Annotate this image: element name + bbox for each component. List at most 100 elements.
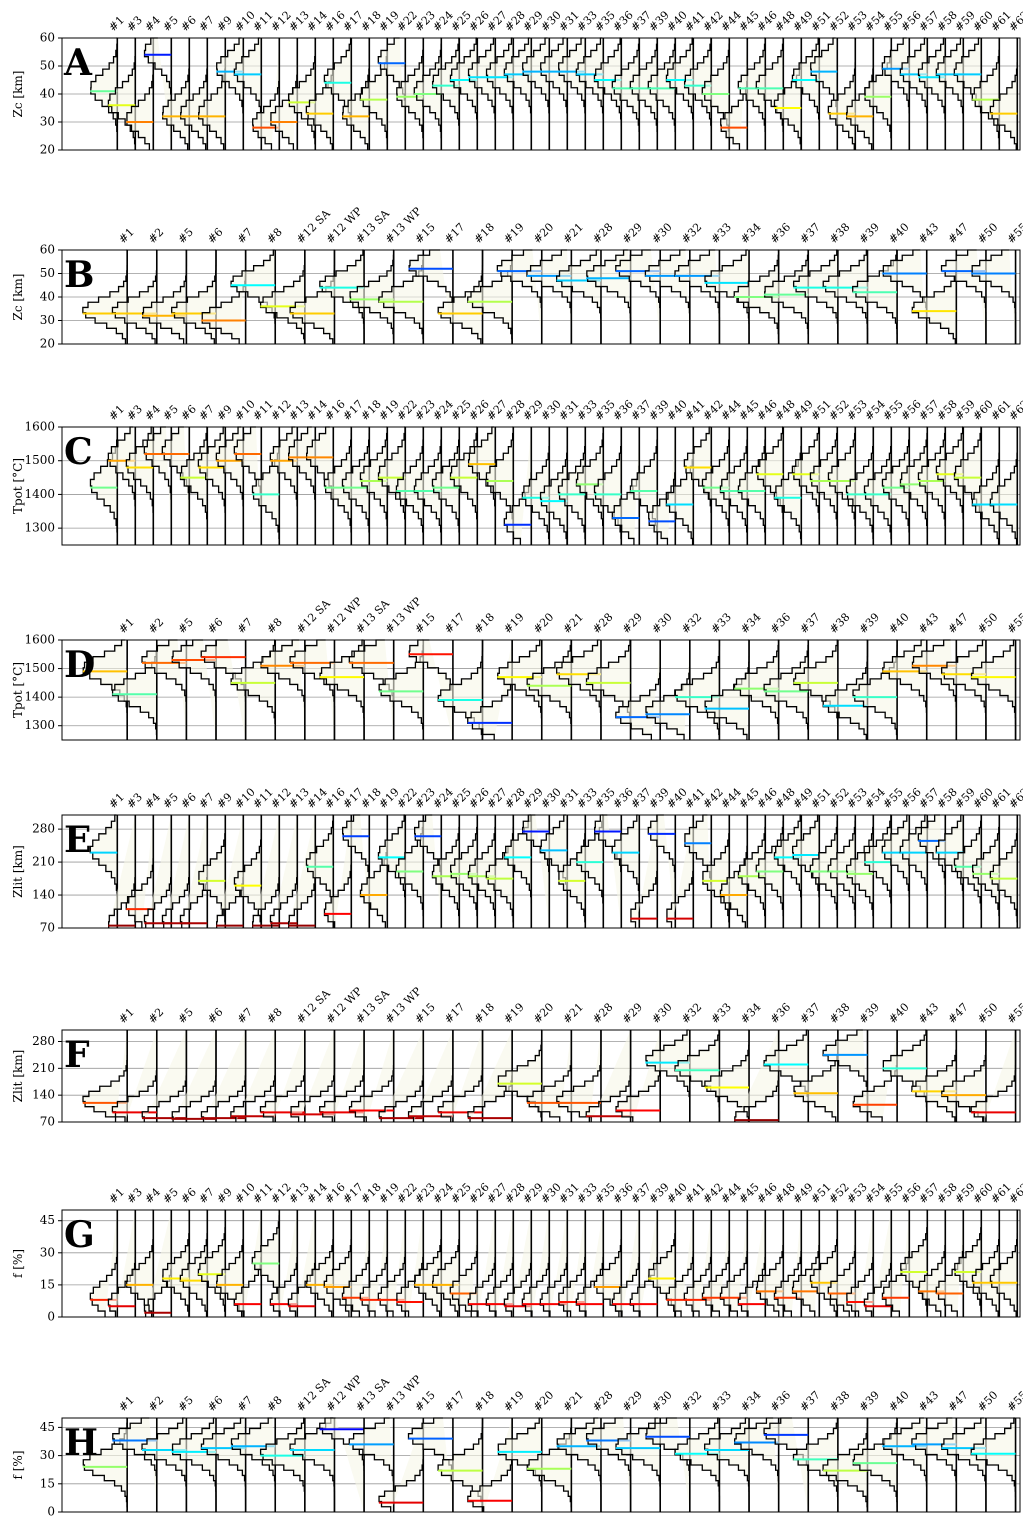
column-label: #4 <box>142 402 163 423</box>
histogram <box>764 249 809 344</box>
column-label: #4 <box>142 1185 163 1206</box>
column-label: #6 <box>205 225 226 246</box>
column-label: #38 <box>827 1001 853 1027</box>
column-label: #33 <box>708 1001 734 1027</box>
column-label: #28 <box>590 1389 616 1415</box>
histogram <box>954 1209 982 1317</box>
y-axis-label: Zlit [km] <box>11 845 25 898</box>
column-label: #32 <box>679 1001 705 1027</box>
column-label: #17 <box>442 1389 468 1415</box>
histogram <box>647 37 676 150</box>
y-tick-label: 50 <box>40 266 55 280</box>
column-label: #20 <box>531 1389 557 1415</box>
panel-letter: E <box>64 819 91 861</box>
column-label: #6 <box>178 402 199 423</box>
column-label: #43 <box>916 221 942 247</box>
column-label: #28 <box>590 611 616 637</box>
y-axis-label: Zc [km] <box>11 71 25 118</box>
column-label: #5 <box>175 225 196 246</box>
panel-letter: H <box>64 1422 98 1464</box>
column-label: #28 <box>590 221 616 247</box>
histogram <box>230 639 276 740</box>
histogram <box>359 815 388 928</box>
column-label: #50 <box>975 1001 1001 1027</box>
plot-frame <box>61 1417 1021 1513</box>
column-label: #1 <box>106 402 127 423</box>
column-label: #1 <box>106 13 127 34</box>
column-label: #1 <box>116 225 137 246</box>
y-axis-label: Tpot [°C] <box>11 662 25 718</box>
column-label: #36 <box>768 611 794 637</box>
column-label: #55 <box>1004 1001 1023 1027</box>
y-tick-label: 1500 <box>24 453 55 467</box>
plot-frame <box>61 639 1021 741</box>
column-label: #1 <box>106 1185 127 1206</box>
column-label: #5 <box>160 1185 181 1206</box>
column-label: #43 <box>916 1001 942 1027</box>
column-label: #3 <box>124 1185 145 1206</box>
column-label: #47 <box>945 1001 971 1027</box>
column-label: #6 <box>205 1393 226 1414</box>
histogram <box>864 814 892 928</box>
histogram <box>485 814 514 928</box>
y-tick-label: 50 <box>40 59 55 73</box>
column-label: #21 <box>560 611 586 637</box>
column-label: #2 <box>146 225 167 246</box>
plot-frame <box>61 1209 1021 1318</box>
column-label: #47 <box>945 1389 971 1415</box>
panel-letter: G <box>64 1214 95 1256</box>
column-label: #62 <box>1006 398 1023 424</box>
column-label: #15 <box>412 1001 438 1027</box>
histogram <box>107 37 136 150</box>
column-label: #20 <box>531 1001 557 1027</box>
y-axis-label: f [%] <box>11 1249 25 1278</box>
column-label: #39 <box>856 221 882 247</box>
y-tick-label: 40 <box>40 87 55 101</box>
y-tick-label: 60 <box>40 243 55 257</box>
column-label: #1 <box>106 790 127 811</box>
column-label: #3 <box>124 790 145 811</box>
histogram <box>431 37 460 150</box>
y-tick-label: 60 <box>40 31 55 45</box>
y-tick-label: 1300 <box>24 718 55 732</box>
plot-frame <box>61 426 1021 546</box>
column-label: #7 <box>235 1005 256 1026</box>
column-label: #7 <box>196 790 217 811</box>
histogram <box>763 639 809 740</box>
y-tick-label: 280 <box>32 1034 55 1048</box>
histogram <box>733 639 780 740</box>
plot-frame <box>61 814 1021 929</box>
column-label: #38 <box>827 1389 853 1415</box>
column-label: #7 <box>235 1393 256 1414</box>
column-label: #32 <box>679 611 705 637</box>
histogram <box>900 1209 928 1317</box>
y-tick-label: 0 <box>47 1310 55 1324</box>
column-label: #32 <box>679 221 705 247</box>
column-label: #47 <box>945 611 971 637</box>
column-label: #43 <box>916 611 942 637</box>
y-axis-label: f [%] <box>11 1450 25 1479</box>
column-label: #39 <box>856 1001 882 1027</box>
column-label: #55 <box>1004 221 1023 247</box>
histogram <box>773 37 802 150</box>
column-label: #18 <box>471 1389 497 1415</box>
column-label: #21 <box>560 1389 586 1415</box>
column-label: #4 <box>142 13 163 34</box>
histogram <box>289 639 336 740</box>
y-tick-label: 30 <box>40 313 55 327</box>
column-label: #5 <box>160 402 181 423</box>
column-label: #7 <box>196 402 217 423</box>
column-label: #18 <box>471 221 497 247</box>
column-label: #43 <box>916 1389 942 1415</box>
panel-letter: A <box>63 42 93 84</box>
column-label: #33 <box>708 221 734 247</box>
column-label: #34 <box>738 1001 764 1027</box>
y-axis-label: Zlit [km] <box>11 1050 25 1103</box>
histogram <box>449 426 478 545</box>
column-label: #34 <box>738 611 764 637</box>
column-label: #28 <box>590 1001 616 1027</box>
